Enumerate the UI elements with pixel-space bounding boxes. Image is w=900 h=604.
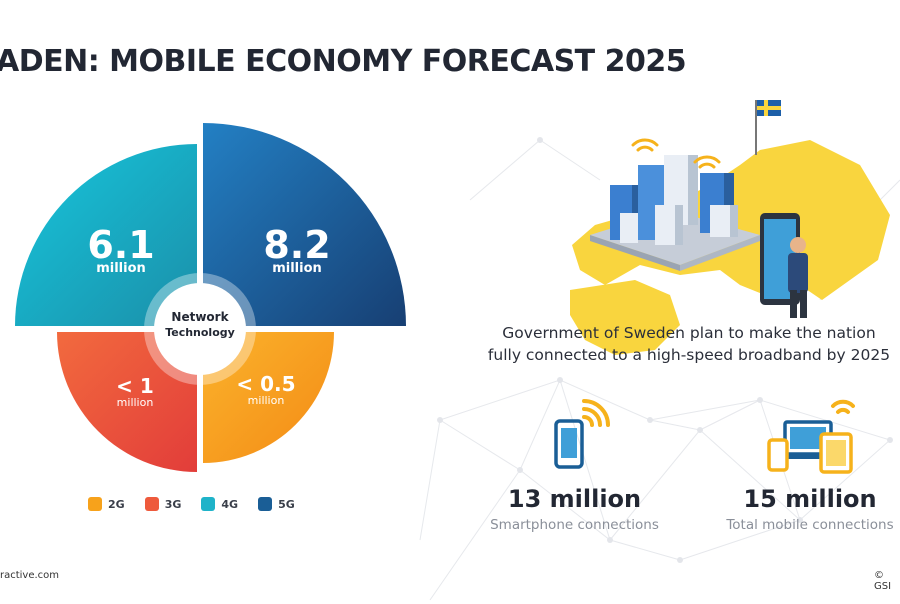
legend-item-3g: 3G (144, 497, 182, 511)
stat-value: 15 million (743, 485, 877, 513)
government-plan-line-2: fully connected to a high-speed broadban… (487, 346, 891, 364)
legend-label-3g: 3G (164, 497, 182, 511)
stat-total-mobile-connections: 15 million Total mobile connections (705, 485, 900, 533)
legend-swatch-5g (258, 497, 273, 511)
network-technology-chart: Network Technology 6.1 million 8.2 milli… (15, 123, 406, 472)
segment-5g (203, 123, 406, 326)
center-disc (154, 283, 246, 375)
segment-3g-value: < 1 (116, 374, 154, 398)
legend-item-5g: 5G (258, 497, 295, 511)
devices-wifi-icon (767, 399, 855, 474)
government-plan-line-1: Government of Sweden plan to make the na… (502, 324, 876, 342)
city-wifi-icon (631, 138, 721, 169)
chart-legend: 2G 3G 4G 5G (88, 497, 295, 511)
legend-label-5g: 5G (278, 497, 295, 511)
sweden-map-illustration (570, 100, 890, 355)
segment-4g (15, 144, 197, 326)
stat-label: Total mobile connections (726, 517, 894, 533)
segment-5g-value: 8.2 (263, 223, 330, 267)
footer-source: ractive.com (0, 570, 60, 581)
government-plan-text: Government of Sweden plan to make the na… (470, 322, 900, 366)
legend-swatch-2g (88, 497, 102, 511)
legend-item-4g: 4G (201, 497, 238, 511)
segment-2g (203, 332, 334, 463)
legend-label-4g: 4G (221, 497, 239, 511)
segment-3g (57, 332, 197, 472)
legend-swatch-4g (201, 497, 216, 511)
legend-item-2g: 2G (88, 497, 125, 511)
stat-value: 13 million (507, 485, 642, 513)
segment-5g-unit: million (272, 261, 322, 276)
segment-2g-value: < 0.5 (236, 372, 295, 396)
center-label-technology: Technology (165, 326, 235, 339)
footer-copyright: © GSI (874, 570, 892, 592)
segment-3g-unit: million (117, 396, 154, 409)
city-buildings-icon (590, 155, 760, 271)
sweden-flag-icon (757, 100, 781, 116)
segment-4g-value: 6.1 (87, 223, 154, 267)
segment-4g-unit: million (96, 261, 146, 276)
center-label-network: Network (171, 310, 229, 324)
segment-2g-unit: million (248, 394, 285, 407)
person-with-tablet-icon (760, 213, 808, 318)
stat-label: Smartphone connections (490, 517, 659, 533)
legend-swatch-3g (144, 497, 159, 511)
page-title: ADEN: MOBILE ECONOMY FORECAST 2025 (0, 44, 687, 79)
smartphone-wifi-icon (554, 399, 610, 469)
legend-label-2g: 2G (108, 497, 125, 511)
stat-smartphone-connections: 13 million Smartphone connections (472, 485, 677, 533)
